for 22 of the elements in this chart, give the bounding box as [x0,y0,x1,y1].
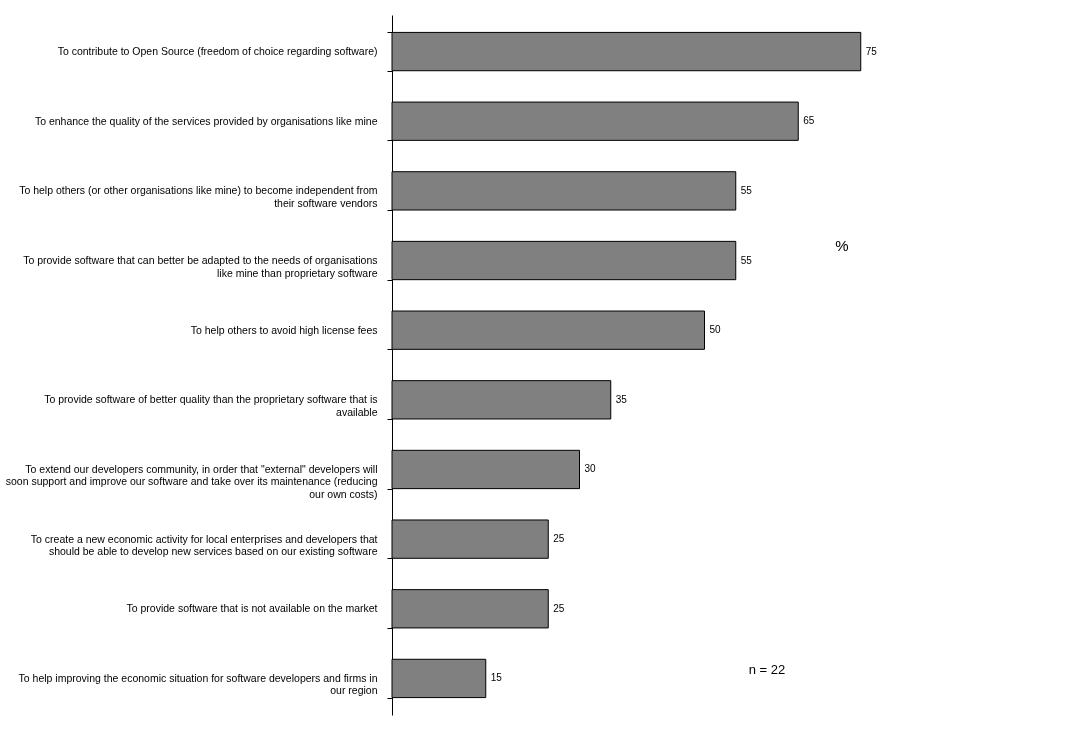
y-tick-label: To help improving the economic situation for software developers and firms in our region [18,671,378,697]
data-label: 75 [865,45,878,57]
data-label: 55 [740,184,753,196]
annotation: n = 22 [748,661,786,677]
data-label: 35 [615,393,628,405]
data-label: 25 [553,533,565,545]
y-tick-label: To provide software of better quality than the proprietary software that is available [44,393,378,418]
y-tick-label: To contribute to Open Source (freedom of choice regarding software) [57,45,378,58]
y-tick-label: To provide software that can better be adapted to the needs of organisations like mine than proprietary software [23,254,378,279]
y-tick-label: To create a new economic activity for local enterprises and developers that should be able to develop new services based on our existing software [30,532,378,558]
y-tick-label: To provide software that is not available on the market [126,602,378,615]
data-label: 30 [584,463,597,475]
data-label: 50 [709,324,722,336]
data-label: 15 [490,672,503,684]
y-tick-label: To help others to avoid high license fees [190,323,378,336]
annotation: % [835,237,849,254]
data-label: 25 [553,602,565,614]
y-tick-label: To enhance the quality of the services provided by organisations like mine [34,114,378,127]
y-tick-label: To extend our developers community, in order that "external" developers will soon support and improve our software and take over its maintenance (reducing our own costs) [5,462,378,500]
data-label: 65 [803,115,815,127]
y-tick-label: To help others (or other organisations like mine) to become independent from their software vendors [19,184,378,209]
data-label: 55 [740,254,753,266]
